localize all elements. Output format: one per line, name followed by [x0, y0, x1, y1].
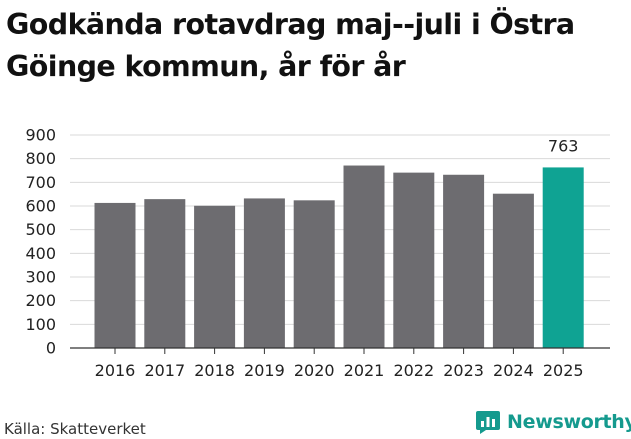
x-tick-label: 2025 [543, 361, 584, 380]
bar [542, 167, 584, 348]
x-tick-label: 2019 [244, 361, 285, 380]
bar [94, 202, 136, 348]
x-tick-label: 2017 [144, 361, 185, 380]
bar [243, 198, 285, 348]
y-tick-label: 500 [25, 220, 56, 239]
y-tick-label: 700 [25, 173, 56, 192]
y-tick-label: 400 [25, 244, 56, 263]
bar [393, 172, 435, 348]
y-tick-label: 600 [25, 197, 56, 216]
bar [194, 205, 236, 348]
newsworthy-logo-icon [476, 411, 500, 434]
x-tick-label: 2021 [344, 361, 385, 380]
data-label: 763 [548, 136, 579, 155]
bar [293, 200, 335, 348]
y-tick-label: 300 [25, 268, 56, 287]
bar [144, 199, 186, 348]
x-tick-label: 2016 [95, 361, 136, 380]
brand-logo[interactable]: Newsworthy [475, 408, 631, 436]
source-text: Källa: Skatteverket [4, 420, 146, 438]
x-tick-label: 2022 [393, 361, 434, 380]
y-tick-label: 200 [25, 291, 56, 310]
bar [443, 174, 485, 348]
brand-name: Newsworthy [507, 411, 631, 433]
page-title: Godkända rotavdrag maj--juli i Östra Göi… [6, 8, 575, 83]
x-tick-label: 2018 [194, 361, 235, 380]
y-tick-label: 900 [25, 126, 56, 145]
y-tick-label: 0 [46, 339, 56, 358]
x-tick-label: 2020 [294, 361, 335, 380]
bar [492, 193, 534, 348]
bar [343, 165, 385, 348]
y-tick-label: 800 [25, 149, 56, 168]
y-tick-label: 100 [25, 315, 56, 334]
bar-chart: 0 100 200 300 400 500 600 700 800 900 2016 2017 2018… [25, 126, 610, 380]
x-tick-label: 2024 [493, 361, 534, 380]
x-tick-label: 2023 [443, 361, 484, 380]
